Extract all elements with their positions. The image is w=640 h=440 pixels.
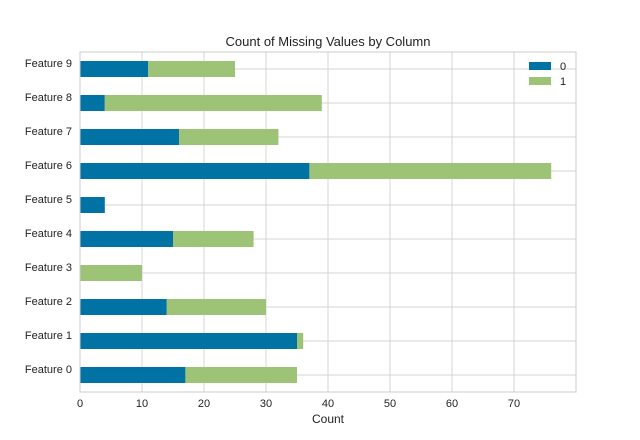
bar-series-1 (297, 333, 304, 349)
x-ticks: 0 10 20 30 40 50 60 70 (77, 398, 520, 410)
bar-series-1 (80, 265, 142, 281)
bar-series-1 (173, 231, 254, 247)
bar-series-0 (80, 129, 180, 145)
legend-swatch-0 (529, 62, 551, 70)
bar-series-0 (80, 95, 105, 111)
y-ticks: Feature 0 Feature 1 Feature 2 Feature 3 Feat… (25, 58, 72, 376)
bar-series-1 (104, 95, 322, 111)
legend-label-1: 1 (560, 76, 566, 88)
legend-label-0: 0 (560, 61, 566, 73)
y-tick-label: Feature 9 (25, 58, 72, 70)
bar-series-1 (148, 61, 235, 77)
bar-series-0 (80, 333, 297, 349)
x-tick-label: 10 (136, 398, 148, 410)
x-tick-label: 50 (384, 398, 396, 410)
legend-swatch-1 (529, 77, 551, 85)
x-tick-label: 70 (508, 398, 520, 410)
x-tick-label: 60 (446, 398, 458, 410)
bar-series-0 (80, 197, 105, 213)
y-tick-label: Feature 2 (25, 296, 72, 308)
y-tick-label: Feature 1 (25, 330, 72, 342)
legend: 01 (529, 61, 566, 88)
bar-series-1 (185, 367, 297, 383)
x-tick-label: 30 (260, 398, 272, 410)
x-tick-label: 40 (322, 398, 334, 410)
bar-series-0 (80, 299, 167, 315)
bar-series-0 (80, 367, 186, 383)
y-tick-label: Feature 7 (25, 126, 72, 138)
bar-series-0 (80, 231, 173, 247)
y-tick-label: Feature 4 (25, 228, 72, 240)
x-tick-label: 0 (77, 398, 83, 410)
y-tick-label: Feature 3 (25, 262, 72, 274)
y-tick-label: Feature 0 (25, 364, 72, 376)
bar-series-0 (80, 61, 149, 77)
plot-frame (79, 51, 577, 393)
y-tick-label: Feature 5 (25, 194, 72, 206)
x-axis-label: Count (312, 412, 345, 426)
bars (80, 61, 552, 383)
bar-series-0 (80, 163, 310, 179)
bar-series-1 (166, 299, 266, 315)
bar-series-1 (179, 129, 279, 145)
chart-title: Count of Missing Values by Column (226, 34, 431, 49)
bar-series-1 (309, 163, 552, 179)
y-tick-label: Feature 8 (25, 92, 72, 104)
x-tick-label: 20 (198, 398, 210, 410)
y-tick-label: Feature 6 (25, 160, 72, 172)
